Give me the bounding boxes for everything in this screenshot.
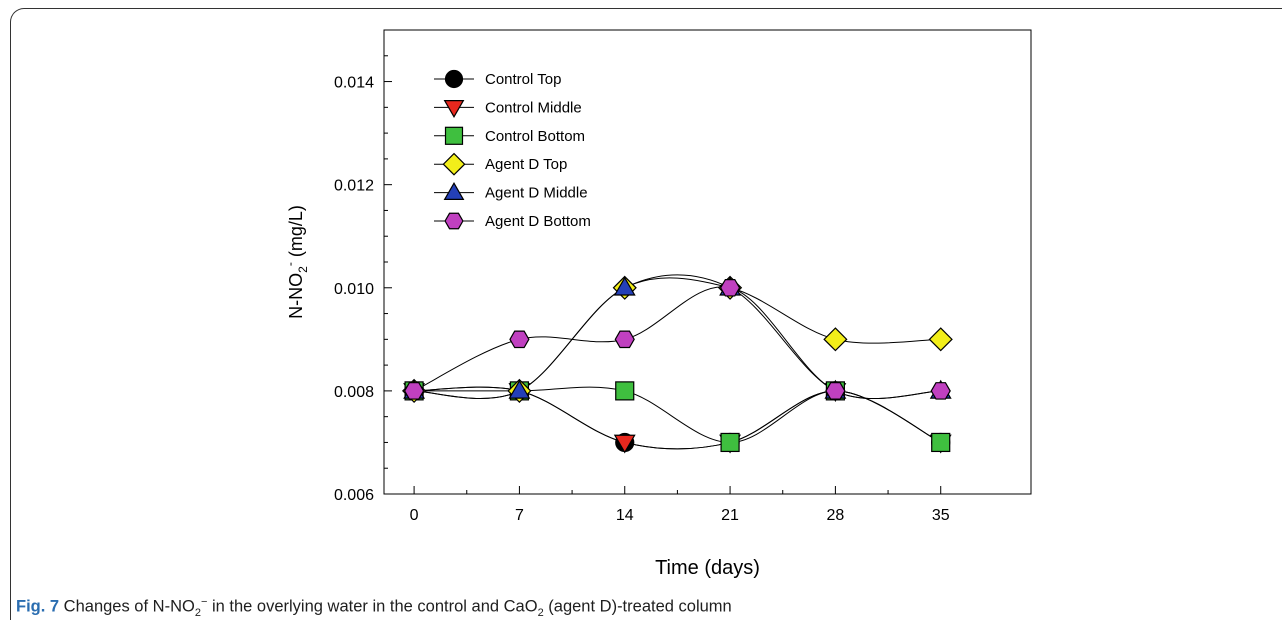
caption-sup-a: −	[200, 596, 208, 608]
y-axis-label-sub: 2	[296, 266, 310, 273]
y-tick-label: 0.006	[334, 487, 374, 504]
legend: Control Top Control Middle Control Bottom A…	[434, 69, 591, 230]
y-tick-label: 0.010	[334, 281, 374, 298]
y-tick-label: 0.014	[334, 75, 374, 92]
data-point-agent-d-bottom	[614, 330, 635, 349]
caption-text-c: (agent D)-treated column	[543, 597, 732, 616]
data-point-agent-d-middle	[508, 379, 531, 399]
data-point-agent-d-bottom	[930, 382, 951, 400]
legend-label: Agent D Bottom	[485, 213, 591, 230]
data-point-control-middle	[613, 434, 636, 454]
x-axis: 0 7 14 21 28 35	[410, 486, 950, 524]
x-tick-label: 35	[932, 507, 950, 524]
x-tick-label: 28	[826, 507, 844, 524]
x-tick-label: 21	[721, 507, 739, 524]
x-tick-label: 14	[616, 507, 634, 524]
plot-border	[383, 29, 1032, 495]
figure-caption: Fig. 7 Changes of N-NO2− in the overlyin…	[16, 596, 732, 619]
legend-marker	[444, 69, 464, 89]
legend-marker	[444, 126, 464, 145]
data-point-control-bottom	[615, 381, 635, 401]
legend-entry: Agent D Top	[434, 152, 567, 176]
x-tick-label: 0	[410, 507, 419, 524]
data-point-agent-d-bottom	[403, 382, 425, 400]
legend-entry: Agent D Bottom	[434, 212, 591, 230]
data-point-agent-d-middle	[613, 276, 636, 296]
legend-entry: Control Top	[434, 69, 561, 89]
legend-marker	[444, 212, 464, 230]
legend-entry: Agent D Middle	[434, 182, 588, 202]
caption-text-b: in the overlying water in the control an…	[207, 597, 538, 616]
data-point-control-bottom	[931, 432, 951, 453]
data-point-agent-d-bottom	[509, 330, 530, 349]
y-axis-label-tail: (mg/L)	[286, 205, 306, 262]
legend-label: Agent D Top	[485, 156, 567, 173]
legend-entry: Control Middle	[434, 99, 582, 118]
data-point-agent-d-top	[928, 327, 953, 352]
series-markers	[401, 275, 953, 454]
x-tick-label: 7	[515, 507, 524, 524]
legend-marker	[442, 152, 466, 176]
x-axis-label: Time (days)	[655, 557, 760, 579]
y-tick-label: 0.012	[334, 178, 374, 195]
series-line-control-bottom	[414, 386, 941, 443]
legend-label: Control Middle	[485, 99, 582, 116]
data-point-agent-d-bottom	[719, 278, 741, 297]
y-axis-label-main: N-NO	[286, 273, 306, 319]
legend-label: Control Bottom	[485, 128, 585, 145]
legend-label: Control Top	[485, 71, 561, 88]
series-line-agent-d-middle	[414, 274, 941, 399]
figure-label: Fig. 7	[16, 597, 60, 616]
data-point-agent-d-bottom	[825, 382, 846, 400]
series-lines	[413, 274, 941, 450]
y-axis: 0.006 0.008 0.010 0.012 0.014	[334, 29, 392, 504]
figure-frame	[10, 8, 1282, 620]
line-chart: 0.006 0.008 0.010 0.012 0.014 0 7 14 21 28 35 Con…	[283, 29, 1032, 579]
legend-entry: Control Bottom	[434, 126, 585, 145]
plot-area	[383, 29, 1032, 495]
series-line-agent-d-top	[414, 277, 941, 399]
y-tick-label: 0.008	[334, 384, 374, 401]
caption-text-a: Changes of N-NO	[59, 597, 195, 616]
legend-label: Agent D Middle	[485, 185, 588, 202]
legend-marker	[443, 182, 465, 200]
legend-marker	[443, 99, 465, 118]
y-axis-label: N-NO2- (mg/L)	[283, 205, 310, 319]
caption-sub-a: 2	[194, 606, 201, 619]
y-axis-label-sup: -	[283, 262, 297, 266]
data-point-agent-d-top	[823, 327, 848, 352]
caption-sub-b: 2	[537, 606, 544, 619]
data-point-control-bottom	[720, 432, 740, 453]
